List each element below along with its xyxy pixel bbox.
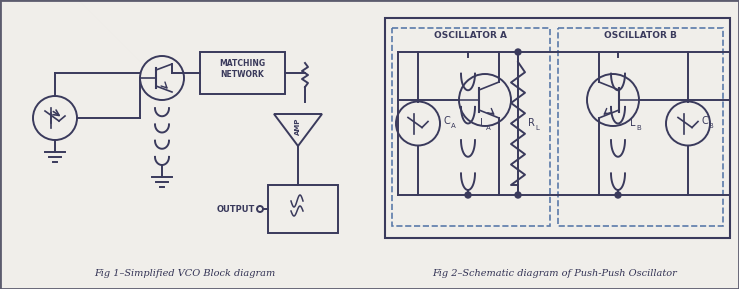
Circle shape	[396, 101, 440, 145]
Text: R: R	[528, 118, 535, 129]
Text: MATCHING
NETWORK: MATCHING NETWORK	[219, 59, 265, 79]
Circle shape	[459, 74, 511, 126]
Circle shape	[615, 192, 621, 198]
Circle shape	[140, 56, 184, 100]
Circle shape	[515, 49, 521, 55]
Text: L: L	[480, 118, 486, 129]
Bar	[392, 28, 550, 226]
Circle shape	[587, 74, 639, 126]
Circle shape	[666, 101, 710, 145]
Circle shape	[465, 192, 471, 198]
Text: B: B	[708, 123, 712, 129]
Text: Fig 1–Simplified VCO Block diagram: Fig 1–Simplified VCO Block diagram	[95, 269, 276, 278]
Bar	[558, 28, 723, 226]
Text: B: B	[636, 125, 641, 131]
Bar	[200, 52, 285, 94]
Text: OUTPUT: OUTPUT	[217, 205, 255, 214]
Text: OSCILLATOR B: OSCILLATOR B	[604, 32, 677, 40]
Text: AMP: AMP	[295, 117, 301, 135]
Text: L: L	[535, 125, 539, 131]
Text: Fig 2–Schematic diagram of Push-Push Oscillator: Fig 2–Schematic diagram of Push-Push Osc…	[432, 269, 678, 278]
Polygon shape	[274, 114, 322, 146]
Bar	[268, 185, 338, 233]
Text: A: A	[451, 123, 456, 129]
Text: C: C	[444, 116, 451, 125]
Text: OSCILLATOR A: OSCILLATOR A	[435, 32, 508, 40]
Circle shape	[515, 192, 521, 198]
Circle shape	[257, 206, 263, 212]
Circle shape	[33, 96, 77, 140]
Bar	[385, 18, 730, 238]
Text: C: C	[701, 116, 708, 125]
Text: L: L	[630, 118, 636, 129]
Text: A: A	[486, 125, 491, 131]
